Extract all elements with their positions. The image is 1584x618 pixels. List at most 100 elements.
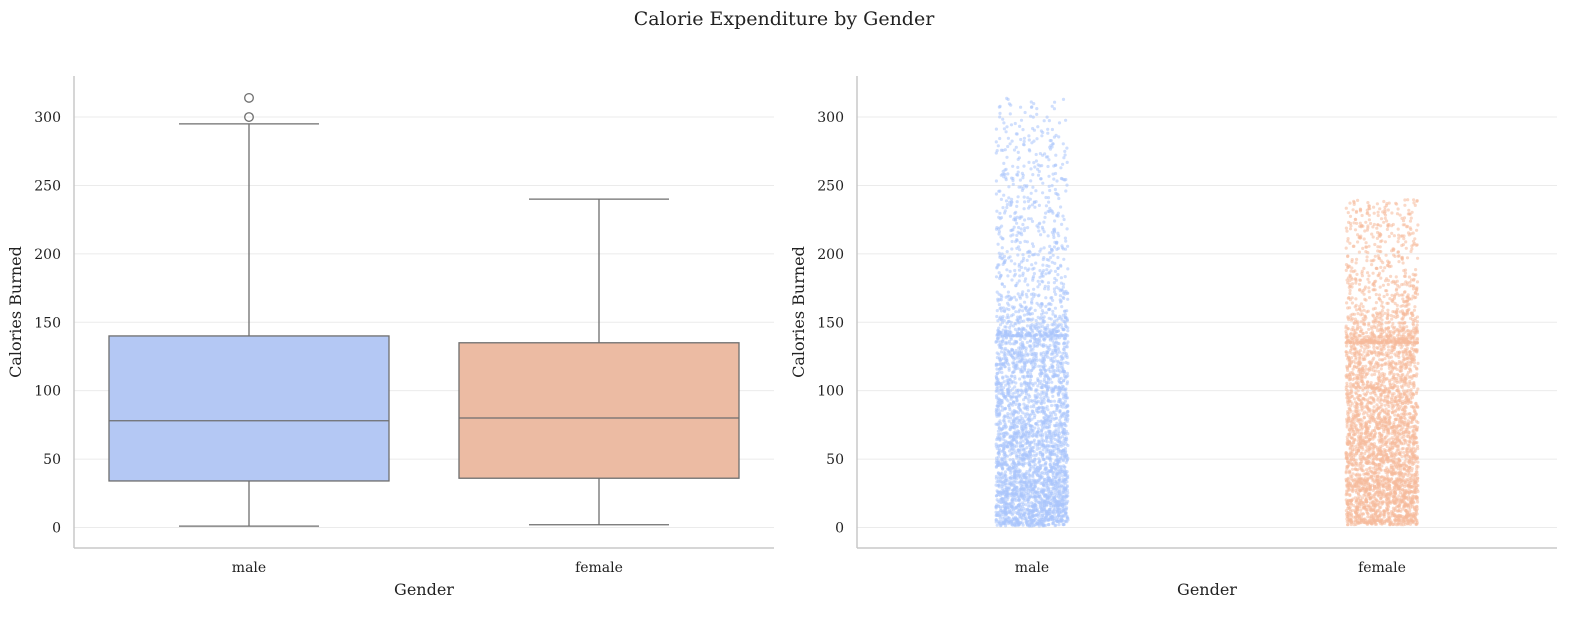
strip-point (1049, 144, 1052, 147)
strip-point (1040, 518, 1043, 521)
strip-point (1006, 498, 1009, 501)
strip-point (1047, 234, 1050, 237)
strip-point (1061, 163, 1064, 166)
strip-point (1017, 504, 1020, 507)
strip-point (1009, 472, 1012, 475)
strip-point (998, 252, 1001, 255)
strip-point (1017, 333, 1020, 336)
strip-point (1005, 168, 1008, 171)
strip-point (1035, 431, 1038, 434)
strip-point (1056, 273, 1059, 276)
strip-point (1054, 501, 1057, 504)
strip-point (1027, 267, 1030, 270)
strip-point (1040, 134, 1043, 137)
box-female (459, 343, 739, 478)
strip-point (1349, 227, 1352, 230)
strip-point (1358, 278, 1361, 281)
strip-point (1025, 430, 1028, 433)
strip-point (995, 511, 998, 514)
strip-point (1062, 379, 1065, 382)
strip-point (1066, 298, 1069, 301)
strip-point (998, 256, 1001, 259)
strip-point (1061, 452, 1064, 455)
strip-point (1002, 363, 1005, 366)
strip-point (996, 524, 999, 527)
strip-point (1063, 342, 1066, 345)
strip-point (1006, 302, 1009, 305)
strip-point (1051, 416, 1054, 419)
strip-point (1062, 495, 1065, 498)
strip-point (1055, 179, 1058, 182)
strip-point (1062, 314, 1065, 317)
strip-point (1000, 432, 1003, 435)
strip-point (1015, 173, 1018, 176)
strip-point (1397, 240, 1400, 243)
strip-point (1012, 512, 1015, 515)
strip-point (1036, 384, 1039, 387)
strip-point (1027, 472, 1030, 475)
strip-point (1010, 177, 1013, 180)
strip-point (995, 390, 998, 393)
strip-point (1041, 475, 1044, 478)
strip-point (1039, 464, 1042, 467)
strip-point (1041, 304, 1044, 307)
strip-point (1057, 379, 1060, 382)
strip-point (1056, 369, 1059, 372)
strip-point (1022, 165, 1025, 168)
strip-point (995, 480, 998, 483)
strip-point (1024, 267, 1027, 270)
strip-point (998, 332, 1001, 335)
strip-point (1031, 277, 1034, 280)
strip-point (1015, 454, 1018, 457)
strip-point (1016, 361, 1019, 364)
strip-point (1361, 448, 1364, 451)
strip-point (1032, 140, 1035, 143)
strip-point (1012, 470, 1015, 473)
strip-point (1034, 518, 1037, 521)
strip-point (1009, 229, 1012, 232)
strip-point (995, 210, 998, 213)
strip-point (1413, 305, 1416, 308)
strip-point (1014, 322, 1017, 325)
strip-point (1057, 329, 1060, 332)
strip-point (1006, 376, 1009, 379)
strip-point (1040, 316, 1043, 319)
strip-point (1006, 455, 1009, 458)
strip-point (1022, 327, 1025, 330)
strip-point (1064, 418, 1067, 421)
strip-point (1051, 210, 1054, 213)
strip-point (1041, 452, 1044, 455)
strip-point (1041, 435, 1044, 438)
strip-point (1053, 400, 1056, 403)
strip-point (1055, 319, 1058, 322)
strip-point (1037, 316, 1040, 319)
strip-point (1031, 359, 1034, 362)
strip-point (998, 427, 1001, 430)
strip-point (1053, 290, 1056, 293)
strip-point (1009, 494, 1012, 497)
strip-point (998, 410, 1001, 413)
strip-point (1042, 221, 1045, 224)
strip-point (1042, 509, 1045, 512)
strip-point (1007, 516, 1010, 519)
strip-point (1062, 432, 1065, 435)
strip-point (1034, 388, 1037, 391)
strip-point (1025, 352, 1028, 355)
strip-point (1035, 327, 1038, 330)
strip-point (1010, 259, 1013, 262)
strip-point (1064, 361, 1067, 364)
strip-point (1006, 322, 1009, 325)
strip-point (1009, 215, 1012, 218)
strip-point (1031, 410, 1034, 413)
strip-point (1023, 367, 1026, 370)
strip-point (1387, 283, 1390, 286)
strip-point (1013, 483, 1016, 486)
strip-point (1013, 212, 1016, 215)
strip-point (1001, 118, 1004, 121)
y-axis-label: Calories Burned (6, 246, 25, 378)
strip-point (1015, 441, 1018, 444)
x-tick-label: male (232, 560, 266, 576)
strip-point (1388, 235, 1391, 238)
strip-point (1037, 280, 1040, 283)
strip-point (1001, 498, 1004, 501)
